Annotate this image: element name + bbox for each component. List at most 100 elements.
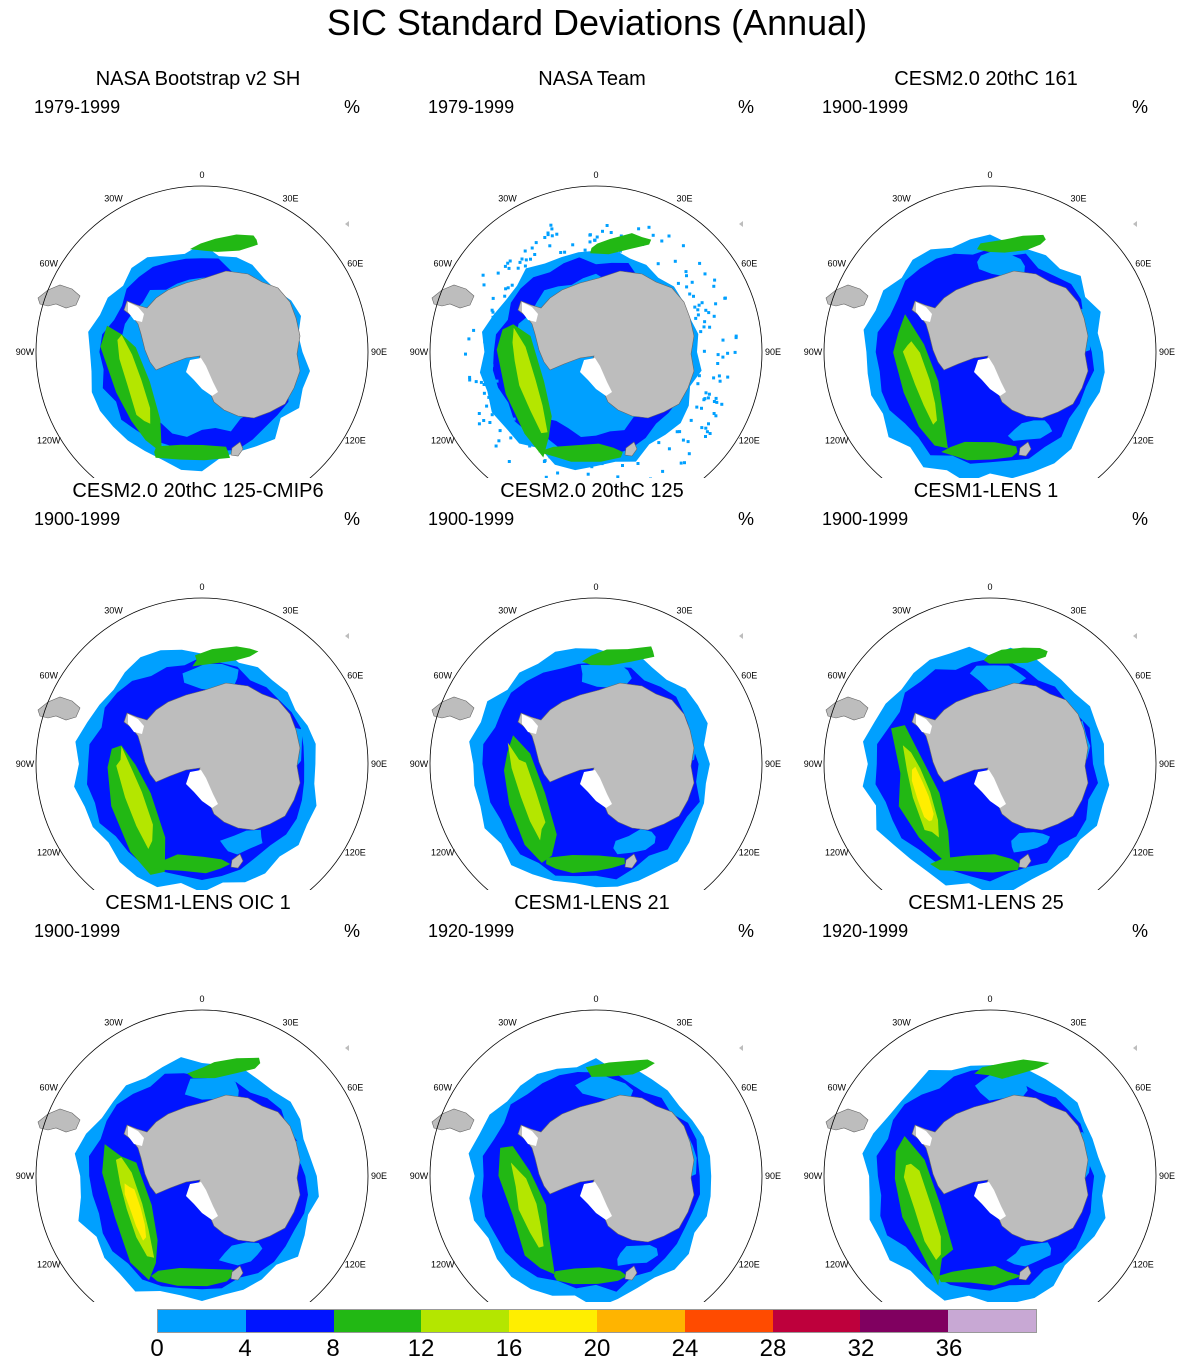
colorbar (157, 1309, 1037, 1333)
longitude-label: 0 (987, 994, 992, 1004)
longitude-label: 30W (104, 194, 123, 204)
figure-title: SIC Standard Deviations (Annual) (326, 2, 868, 43)
ice-shelf (186, 1182, 218, 1220)
new-zealand (230, 853, 244, 869)
new-zealand (1018, 441, 1032, 457)
longitude-label: 0 (199, 170, 204, 180)
ice-shelf (186, 770, 218, 808)
panel-units: % (738, 921, 755, 941)
longitude-label: 90W (410, 347, 429, 357)
map-panel: 030E60E90E120E150E180150W120W90W60W30WNA… (394, 66, 790, 478)
longitude-label: 30E (1070, 1018, 1086, 1028)
ice-shelf (186, 358, 218, 396)
longitude-label: 30W (498, 606, 517, 616)
longitude-label: 0 (987, 582, 992, 592)
longitude-label: 60W (433, 671, 452, 681)
panel-units: % (1132, 921, 1149, 941)
longitude-label: 60W (433, 1083, 452, 1093)
panel-period: 1979-1999 (428, 97, 515, 117)
polar-map: 030E60E90E120E150E180150W120W90W60W30W (16, 994, 387, 1302)
colorbar-tick-label: 16 (495, 1335, 523, 1362)
colorbar-tick-label: 0 (150, 1335, 164, 1362)
longitude-label: 90W (16, 347, 35, 357)
south-america-tip (37, 284, 81, 309)
map-panel: 030E60E90E120E150E180150W120W90W60W30WCE… (0, 478, 396, 890)
colorbar-segment (245, 1310, 334, 1332)
map-panel: 030E60E90E120E150E180150W120W90W60W30WCE… (0, 890, 396, 1302)
panel-period: 1979-1999 (34, 97, 121, 117)
longitude-label: 60W (39, 1083, 58, 1093)
panel-period: 1920-1999 (822, 921, 909, 941)
longitude-label: 60W (827, 671, 846, 681)
longitude-label: 0 (593, 170, 598, 180)
ice-shelf (916, 1126, 932, 1146)
longitude-label: 0 (593, 994, 598, 1004)
colorbar-segment (421, 1310, 510, 1332)
south-america-tip (431, 284, 475, 309)
longitude-label: 120E (1133, 1260, 1154, 1270)
new-zealand (624, 441, 638, 457)
ice-shelf (916, 714, 932, 734)
panel-period: 1900-1999 (428, 509, 515, 529)
panel-title: NASA Team (538, 68, 646, 90)
longitude-label: 30E (1070, 606, 1086, 616)
south-america-tip (825, 1108, 869, 1133)
panel-units: % (738, 509, 755, 529)
colorbar-tick-label: 8 (326, 1335, 340, 1362)
colorbar-segment (509, 1310, 597, 1332)
longitude-label: 30E (282, 1018, 298, 1028)
ice-shelf (522, 714, 538, 734)
longitude-label: 30W (892, 606, 911, 616)
panel-period: 1900-1999 (34, 921, 121, 941)
longitude-label: 0 (199, 582, 204, 592)
map-boundary (823, 1009, 1157, 1302)
longitude-label: 90E (1159, 759, 1175, 769)
map-boundary (429, 185, 763, 478)
longitude-label: 120E (739, 436, 760, 446)
longitude-label: 120E (739, 848, 760, 858)
longitude-label: 120E (345, 1260, 366, 1270)
longitude-label: 30W (104, 606, 123, 616)
longitude-label: 120W (431, 436, 455, 446)
colorbar-segment (684, 1310, 773, 1332)
longitude-label: 90E (1159, 347, 1175, 357)
colorbar-tick-label: 36 (935, 1335, 963, 1362)
longitude-label: 30E (282, 606, 298, 616)
panel-units: % (344, 509, 361, 529)
map-boundary (35, 1009, 369, 1302)
new-zealand (230, 1265, 244, 1281)
panel-title: CESM2.0 20thC 161 (894, 68, 1078, 90)
longitude-label: 30E (676, 1018, 692, 1028)
longitude-label: 30W (892, 194, 911, 204)
longitude-label: 120W (825, 436, 849, 446)
map-panel: 030E60E90E120E150E180150W120W90W60W30WCE… (394, 478, 790, 890)
polar-map: 030E60E90E120E150E180150W120W90W60W30W (804, 994, 1175, 1302)
ice-shelf (128, 302, 144, 322)
south-america-tip (37, 1108, 81, 1133)
longitude-label: 120W (825, 848, 849, 858)
longitude-label: 60E (741, 1083, 757, 1093)
ice-shelf (128, 1126, 144, 1146)
new-zealand (624, 853, 638, 869)
longitude-label: 30W (892, 1018, 911, 1028)
longitude-label: 60E (1135, 671, 1151, 681)
longitude-label: 60E (741, 259, 757, 269)
longitude-label: 60W (39, 671, 58, 681)
map-boundary (35, 597, 369, 890)
longitude-label: 30W (104, 1018, 123, 1028)
panel-title: CESM1-LENS 25 (908, 892, 1064, 914)
new-zealand (1018, 853, 1032, 869)
map-panel: 030E60E90E120E150E180150W120W90W60W30WCE… (788, 66, 1184, 478)
longitude-label: 0 (593, 582, 598, 592)
ice-shelf (916, 302, 932, 322)
longitude-label: 60W (827, 1083, 846, 1093)
longitude-label: 30E (676, 606, 692, 616)
longitude-label: 90W (410, 759, 429, 769)
panel-units: % (738, 97, 755, 117)
panel-units: % (1132, 509, 1149, 529)
longitude-label: 60E (741, 671, 757, 681)
longitude-label: 90W (804, 1171, 823, 1181)
island (1133, 633, 1137, 639)
longitude-label: 120E (739, 1260, 760, 1270)
colorbar-tick-label: 24 (671, 1335, 699, 1362)
